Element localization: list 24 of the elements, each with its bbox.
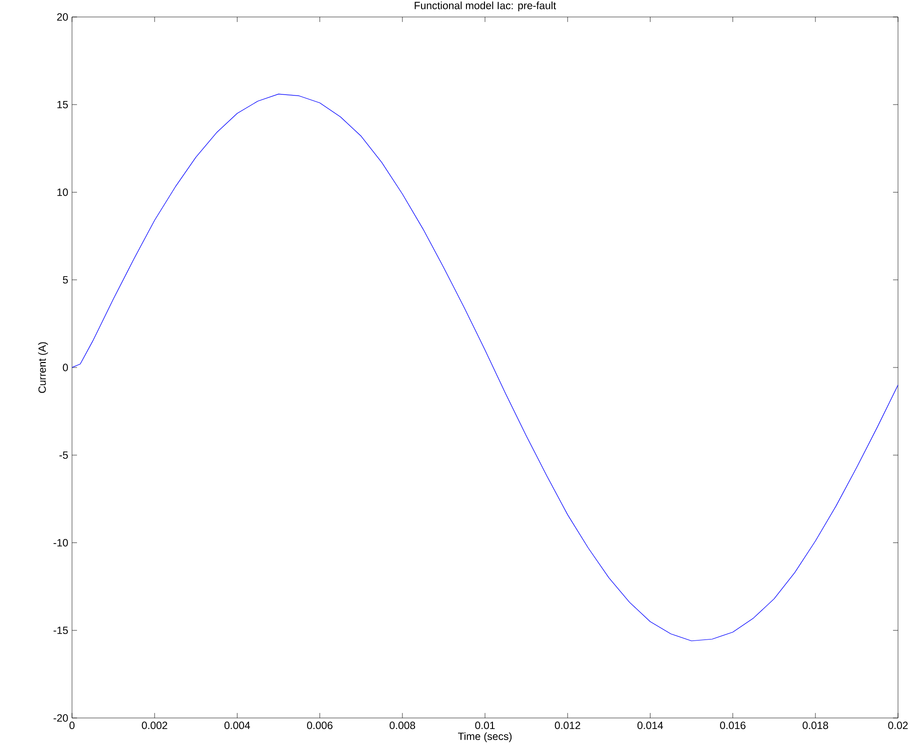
- x-tick-label: 0.014: [637, 722, 664, 730]
- y-tick-label: 20: [57, 13, 68, 21]
- line-series: [72, 94, 898, 642]
- y-tick-label: 0: [62, 364, 68, 372]
- y-tick-label: -20: [54, 714, 68, 722]
- x-tick-label: 0.01: [475, 722, 495, 730]
- x-tick-label: 0.002: [142, 722, 168, 730]
- y-tick-label: 15: [57, 100, 68, 108]
- x-axis-title: Time (secs): [458, 732, 512, 742]
- x-tick-label: 0.008: [390, 722, 416, 730]
- y-tick-label: -5: [59, 451, 68, 459]
- x-tick-label: 0: [69, 722, 75, 730]
- y-tick-label: 10: [57, 188, 68, 196]
- x-tick-label: 0.02: [888, 722, 908, 730]
- y-tick-label: -15: [54, 626, 68, 634]
- x-tick-label: 0.004: [224, 722, 250, 730]
- y-axis-title: Current (A): [38, 342, 48, 393]
- y-tick-label: 5: [62, 276, 68, 284]
- x-tick-label: 0.016: [720, 722, 746, 730]
- chart-title: Functional model Iac: pre-fault: [414, 2, 556, 12]
- y-tick-label: -10: [54, 539, 68, 546]
- x-tick-label: 0.012: [554, 722, 580, 730]
- x-tick-label: 0.006: [307, 722, 332, 730]
- x-tick-label: 0.018: [802, 722, 828, 730]
